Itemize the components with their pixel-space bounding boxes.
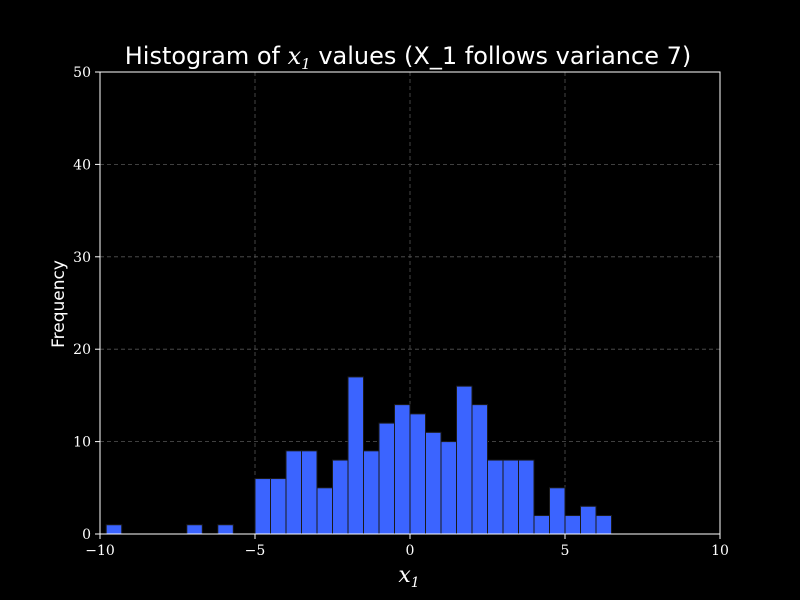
histogram-bar bbox=[456, 385, 473, 535]
y-axis-label: Frequency bbox=[49, 260, 69, 348]
histogram-bar bbox=[409, 413, 426, 535]
y-tick-label: 0 bbox=[82, 527, 91, 543]
x-axis-label-subscript: 1 bbox=[411, 575, 420, 591]
y-tick-label: 30 bbox=[73, 250, 91, 266]
histogram-bar bbox=[270, 478, 287, 535]
histogram-bar bbox=[595, 515, 612, 535]
histogram-bar bbox=[105, 524, 123, 535]
histogram-bars bbox=[105, 376, 612, 535]
title-suffix: values (X_1 follows variance 7) bbox=[311, 42, 692, 70]
histogram-bar bbox=[502, 459, 519, 535]
histogram-bar bbox=[440, 441, 457, 535]
histogram-bar bbox=[254, 478, 271, 535]
x-tick-label: −10 bbox=[85, 543, 115, 559]
y-tick-label: 50 bbox=[73, 65, 91, 81]
x-tick-label: −5 bbox=[245, 543, 266, 559]
y-tick-label: 40 bbox=[73, 157, 91, 173]
x-tick-label: 5 bbox=[561, 543, 570, 559]
x-axis-label: x1 bbox=[398, 563, 419, 591]
histogram-bar bbox=[332, 459, 349, 535]
histogram-bar bbox=[316, 487, 333, 535]
title-math-variable: x bbox=[288, 42, 302, 70]
histogram-bar bbox=[487, 459, 504, 535]
y-tick-label: 20 bbox=[73, 342, 91, 358]
histogram-bar bbox=[378, 422, 395, 535]
x-tick-label: 0 bbox=[406, 543, 415, 559]
histogram-bar bbox=[549, 487, 566, 535]
x-tick-label: 10 bbox=[711, 543, 729, 559]
axis-ticks: −10 −5 0 5 10 0 10 20 30 40 50 bbox=[73, 65, 729, 559]
title-prefix: Histogram of bbox=[125, 42, 288, 70]
histogram-bar bbox=[394, 404, 411, 535]
y-tick-label: 10 bbox=[73, 435, 91, 451]
histogram-bar bbox=[564, 515, 581, 535]
histogram-bar bbox=[471, 404, 488, 535]
title-math-subscript: 1 bbox=[301, 55, 311, 73]
chart-title: Histogram of x1 values (X_1 follows vari… bbox=[125, 42, 692, 73]
histogram-bar bbox=[217, 524, 234, 535]
histogram-bar bbox=[347, 376, 364, 535]
histogram-bar bbox=[186, 524, 203, 535]
histogram-bar bbox=[580, 505, 597, 535]
histogram-bar bbox=[533, 515, 550, 535]
x-axis-label-variable: x bbox=[398, 563, 411, 588]
histogram-bar bbox=[425, 431, 442, 535]
histogram-bar bbox=[518, 459, 535, 535]
histogram-bar bbox=[301, 450, 318, 535]
histogram-bar bbox=[285, 450, 302, 535]
histogram-bar bbox=[363, 450, 380, 535]
